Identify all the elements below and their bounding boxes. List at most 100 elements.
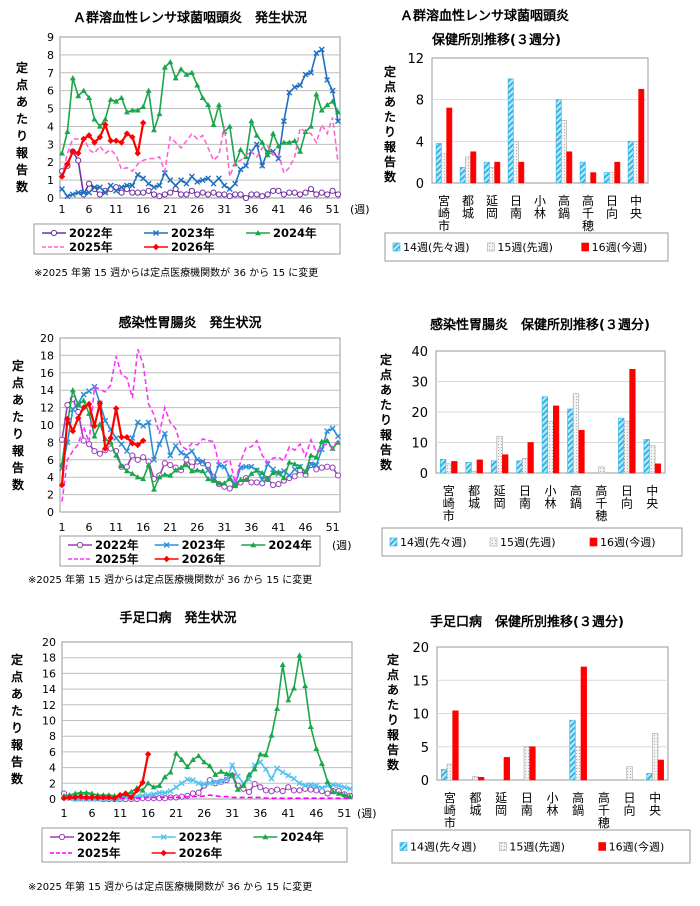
category-label-宮崎市: 宮崎市: [444, 790, 456, 830]
data-point: [226, 186, 233, 193]
data-point: [264, 152, 271, 158]
data-point: [167, 472, 174, 478]
data-point: [134, 474, 141, 480]
series-line: [60, 121, 145, 177]
data-point: [195, 752, 202, 759]
data-point: [302, 682, 309, 689]
data-point: [151, 127, 157, 133]
data-point: [313, 191, 320, 198]
data-point: [275, 468, 282, 475]
data-point: [113, 435, 120, 442]
y-tick-label: 15: [412, 674, 429, 689]
data-point: [107, 434, 114, 442]
data-point: [80, 397, 87, 403]
data-point: [275, 481, 282, 488]
data-point: [134, 150, 141, 157]
data-point: [145, 187, 152, 194]
data-point: [226, 193, 233, 200]
data-point: [335, 433, 341, 440]
y-tick-label: 8: [49, 730, 56, 743]
data-point: [329, 464, 336, 471]
category-label-都城: 都城: [462, 194, 474, 221]
data-point: [145, 462, 152, 468]
data-point: [145, 87, 152, 93]
data-point: [172, 75, 179, 81]
data-point: [234, 773, 241, 780]
bar-小林-16週(今週): [552, 405, 560, 474]
category-label-高鍋: 高鍋: [570, 483, 582, 511]
data-point: [184, 763, 191, 770]
legend-label: 14週(先々週): [400, 536, 467, 549]
bar-高鍋-14週(先々週): [555, 99, 562, 184]
data-point: [91, 433, 98, 439]
data-point: [139, 119, 147, 127]
data-point: [80, 391, 87, 398]
data-point: [262, 766, 269, 773]
category-label-日向: 日向: [623, 791, 635, 818]
data-point: [111, 795, 118, 802]
legend-label: 15週(先週): [497, 241, 553, 254]
data-point: [178, 449, 185, 456]
series-2026年: [58, 119, 147, 180]
data-point: [262, 752, 269, 758]
data-point: [113, 452, 120, 458]
data-point: [183, 191, 190, 198]
data-point: [91, 448, 98, 455]
series-line: [61, 48, 339, 198]
x-tick-label: 46: [299, 521, 313, 534]
chart-title-gastro: 感染性胃腸炎 発生状況: [118, 315, 261, 331]
data-point: [66, 794, 73, 801]
data-point: [118, 184, 125, 191]
data-point: [307, 723, 314, 729]
data-point: [184, 776, 191, 783]
bar-宮崎市-16週(今週): [451, 461, 458, 474]
y-tick-label: 8: [47, 49, 54, 62]
data-point: [330, 788, 337, 795]
data-point: [205, 475, 212, 482]
bar-日向-15週(先週): [609, 172, 615, 184]
data-point: [167, 177, 174, 184]
data-point: [297, 191, 304, 198]
data-point: [188, 448, 195, 455]
data-point: [257, 784, 264, 791]
data-point: [167, 452, 174, 459]
data-point: [307, 452, 314, 458]
data-point: [188, 173, 195, 180]
data-point: [279, 661, 286, 667]
data-point: [205, 467, 212, 474]
x-tick-label: 1: [61, 807, 68, 820]
y-tick-label: 8: [416, 94, 424, 109]
bar-chart-gastro: [381, 350, 683, 557]
data-point: [307, 123, 314, 129]
bar-高鍋-14週(先々週): [567, 408, 574, 474]
legend: [391, 829, 691, 864]
data-point: [83, 794, 90, 801]
data-point: [102, 189, 109, 196]
data-point: [264, 461, 271, 468]
data-point: [69, 406, 76, 413]
data-point: [264, 475, 271, 482]
category-label-宮崎市: 宮崎市: [438, 193, 450, 233]
data-point: [113, 98, 120, 104]
data-point: [291, 189, 298, 196]
plot-area: [59, 36, 341, 199]
data-point: [123, 448, 130, 455]
data-point: [189, 756, 196, 762]
y-axis-label: 定点あたり報告数: [16, 60, 29, 194]
data-point: [188, 69, 195, 75]
category-label-高鍋: 高鍋: [572, 790, 584, 818]
bar-日南-15週(先週): [523, 746, 530, 781]
data-point: [286, 139, 293, 145]
data-point: [102, 116, 109, 122]
data-point: [318, 189, 325, 196]
legend-label: 2026年: [182, 552, 226, 566]
data-point: [96, 123, 103, 129]
data-point: [291, 461, 298, 467]
y-tick-label: 0: [421, 774, 429, 789]
legend-box: [33, 223, 341, 255]
legend-swatch: [399, 842, 408, 851]
series-line: [63, 761, 351, 800]
data-point: [145, 419, 152, 426]
data-point: [215, 462, 222, 469]
x-axis-unit: (週): [350, 203, 370, 216]
